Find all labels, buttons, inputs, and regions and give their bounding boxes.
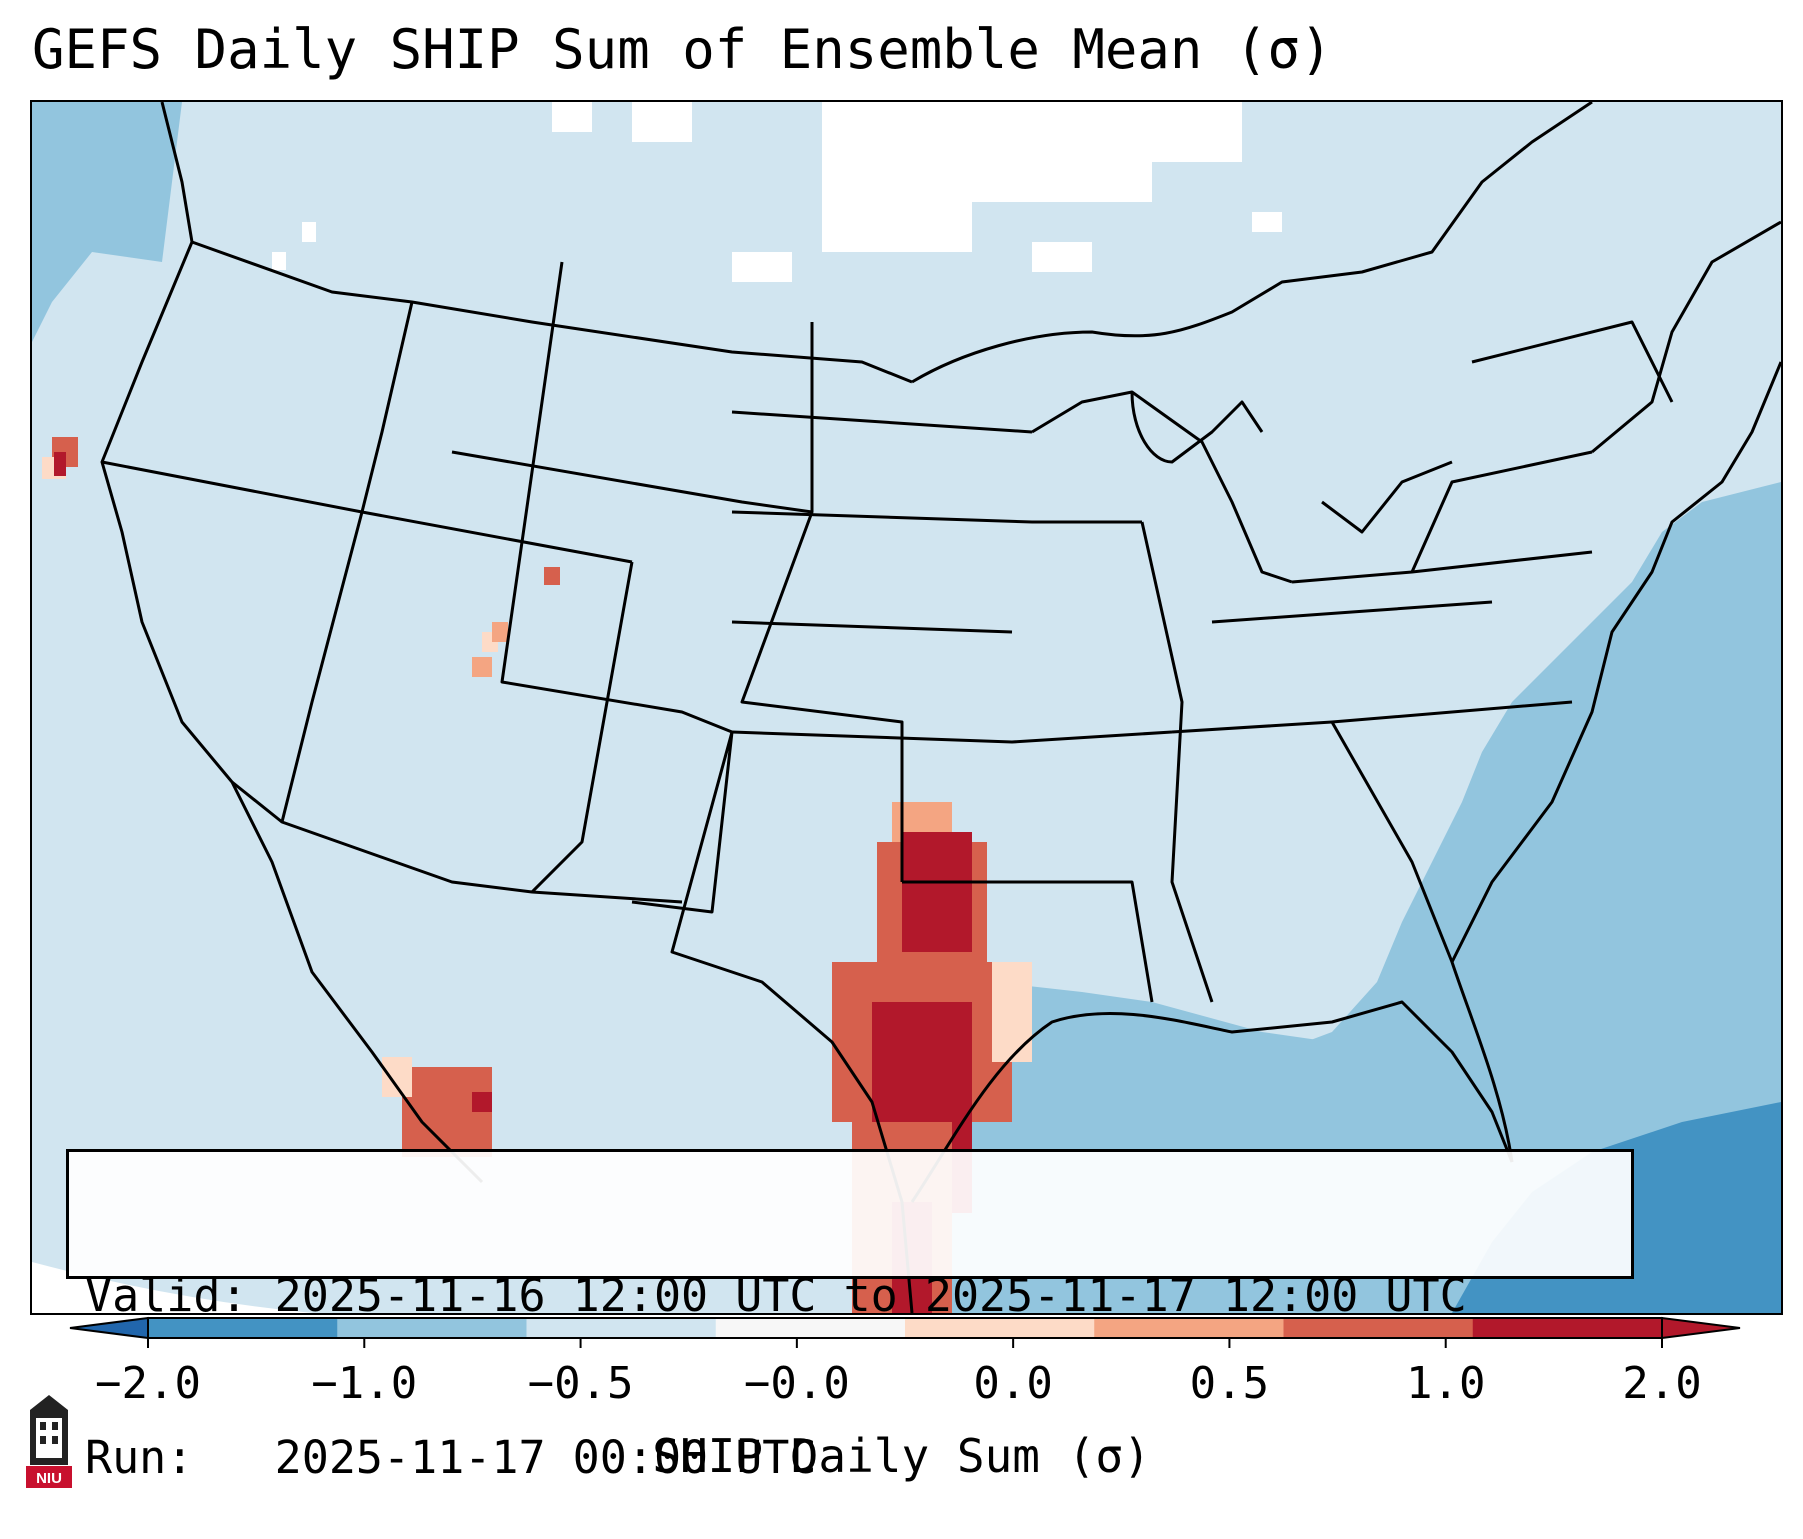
colorbar-ticks: −2.0 −1.0 −0.5 −0.0 0.0 0.5 1.0 2.0 [95, 1338, 1702, 1409]
colorbar-tick-label: −1.0 [311, 1358, 417, 1409]
colorbar-tick-label: −0.0 [744, 1358, 850, 1409]
colorbar-segment [1094, 1318, 1284, 1338]
niu-logo: NIU [26, 1395, 72, 1488]
colorbar-tick-label: −2.0 [95, 1358, 201, 1409]
map-panel[interactable] [30, 100, 1783, 1315]
colorbar-segment [526, 1318, 717, 1338]
colorbar-segment [1283, 1318, 1474, 1338]
colorbar-segment [905, 1318, 1095, 1338]
colorbar-segment [148, 1318, 338, 1338]
valid-time-text: Valid: 2025-11-16 12:00 UTC to 2025-11-1… [85, 1269, 1467, 1322]
positive-anomaly-mexico [382, 1057, 492, 1157]
colorbar-outline [147, 1317, 1663, 1339]
positive-anomaly-utah [472, 567, 560, 677]
ship-map [32, 102, 1781, 1313]
colorbar-segment [1472, 1318, 1663, 1338]
positive-anomaly-pacific [42, 437, 78, 479]
valid-run-info-box: Valid: 2025-11-16 12:00 UTC to 2025-11-1… [66, 1149, 1634, 1484]
colorbar-tick-label: 0.0 [973, 1358, 1052, 1409]
southwest-corner-white [32, 1262, 632, 1313]
colorbar: −2.0 −1.0 −0.5 −0.0 0.0 0.5 1.0 2.0 [69, 1316, 1741, 1409]
canada-low-values [272, 102, 1282, 282]
run-time-text: Run: 2025-11-17 00:00 UTC [85, 1431, 817, 1484]
colorbar-tick-label: 0.5 [1190, 1358, 1269, 1409]
colorbar-extend-low [69, 1316, 149, 1340]
colorbar-extend-high [1661, 1316, 1741, 1340]
pacific-shade [32, 102, 182, 342]
map-title: GEFS Daily SHIP Sum of Ensemble Mean (σ) [32, 18, 1333, 81]
colorbar-segment [715, 1318, 906, 1338]
colorbar-tick-label: 1.0 [1406, 1358, 1485, 1409]
colorbar-tick-label: −0.5 [528, 1358, 634, 1409]
colorbar-label: SHIP Daily Sum (σ) [652, 1429, 1151, 1483]
colorbar-segment [337, 1318, 527, 1338]
colorbar-segments [148, 1318, 1663, 1338]
colorbar-tick-label: 2.0 [1622, 1358, 1701, 1409]
svg-text:NIU: NIU [36, 1470, 62, 1487]
